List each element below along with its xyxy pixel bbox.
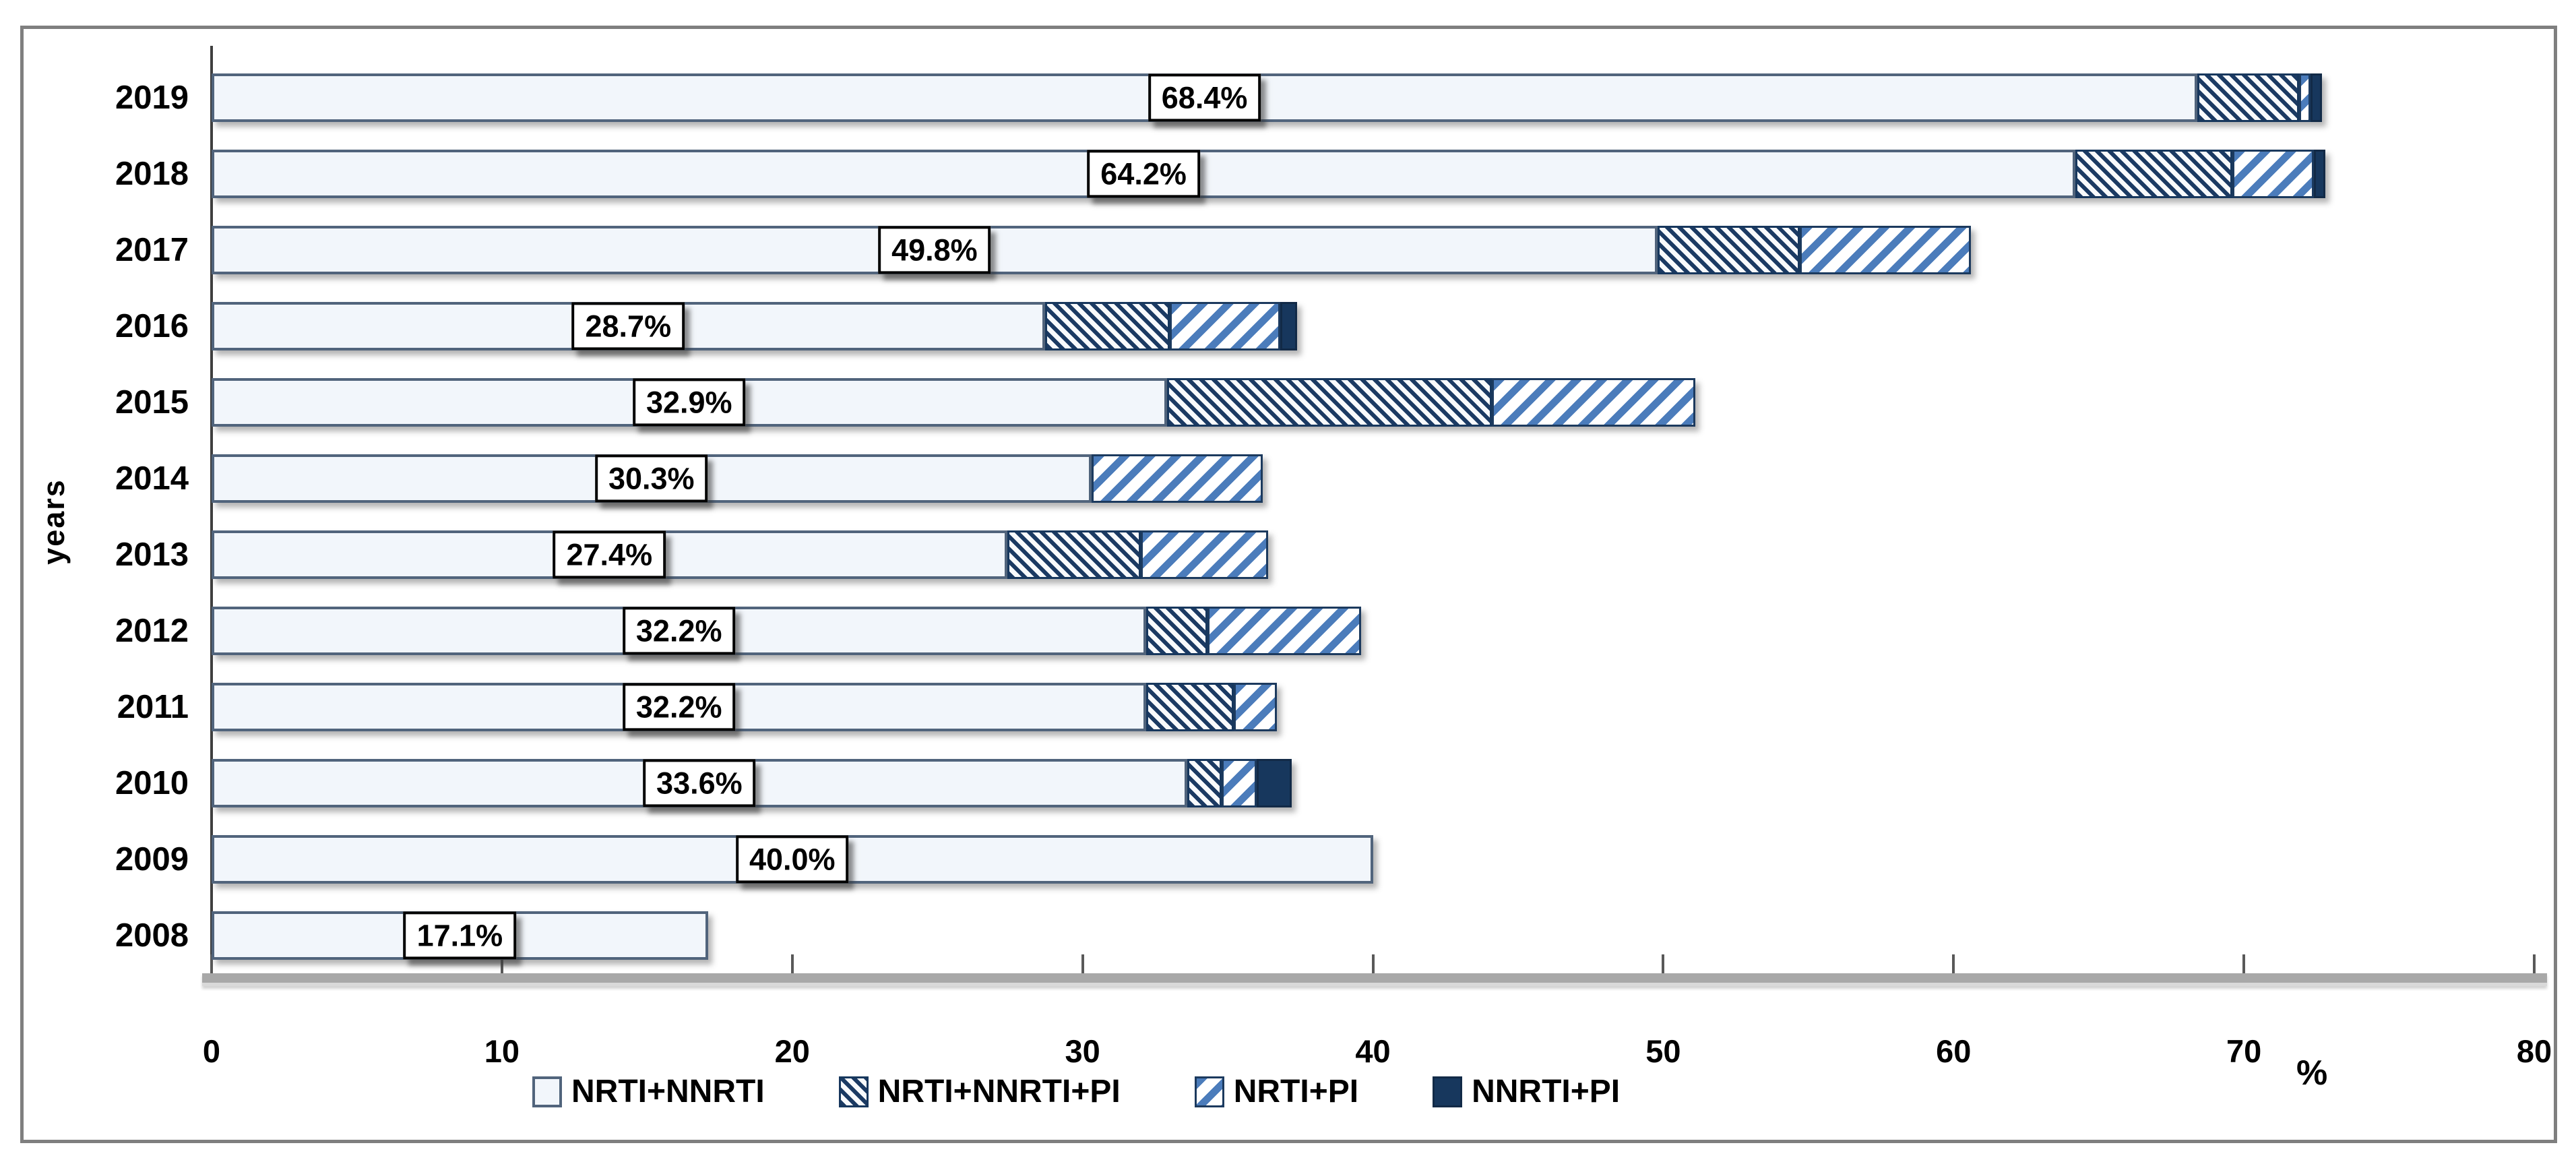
chart-legend: NRTI+NNRTI NRTI+NNRTI+PI NRTI+PI NNRTI+PI bbox=[532, 1073, 1694, 1110]
y-axis-category-label: 2014 bbox=[115, 460, 189, 497]
stacked-bar-row bbox=[212, 530, 1269, 579]
y-axis-category-label: 2016 bbox=[115, 307, 189, 344]
x-axis-tick-label: 50 bbox=[1645, 1033, 1681, 1069]
bar-segment-nrti-pi bbox=[1799, 225, 1972, 274]
bar-segment-nrti-pi bbox=[2298, 73, 2311, 122]
bar-segment-nrti-pi bbox=[1222, 758, 1257, 807]
bar-segment-nrti-nnrti-pi bbox=[1146, 606, 1207, 655]
x-axis-title: % bbox=[2296, 1053, 2328, 1093]
y-axis-category-label: 2011 bbox=[117, 688, 189, 725]
y-axis-category-label: 2019 bbox=[115, 79, 189, 116]
y-axis-category-label: 2010 bbox=[115, 764, 189, 801]
x-axis-tick-label: 40 bbox=[1355, 1033, 1391, 1069]
x-axis-line bbox=[202, 973, 2547, 986]
legend-marker bbox=[1194, 1076, 1224, 1107]
y-axis-category-label: 2013 bbox=[115, 536, 189, 573]
legend-label: NNRTI+PI bbox=[1472, 1074, 1621, 1109]
bar-segment-nrti-pi bbox=[1492, 377, 1695, 427]
bar-data-label: 40.0% bbox=[735, 834, 849, 884]
bar-data-label: 28.7% bbox=[571, 301, 685, 350]
y-axis-category-label: 2012 bbox=[115, 612, 189, 649]
stacked-bar-row bbox=[212, 377, 1695, 427]
x-axis-tick bbox=[500, 954, 503, 973]
bar-data-label: 17.1% bbox=[403, 911, 517, 960]
x-axis-tick-label: 60 bbox=[1936, 1033, 1972, 1069]
bar-segment-nrti-nnrti-pi bbox=[1187, 758, 1222, 807]
bar-segment-nrti-nnrti-pi bbox=[1657, 225, 1800, 274]
x-axis-tick-label: 0 bbox=[202, 1033, 221, 1069]
stacked-bar-row bbox=[212, 225, 1972, 274]
x-axis-tick bbox=[1371, 954, 1375, 973]
x-axis-tick-label: 30 bbox=[1065, 1033, 1100, 1069]
y-axis-category-label: 2017 bbox=[115, 231, 189, 268]
bar-segment-nrti-pi bbox=[1207, 606, 1362, 655]
bar-segment-nrti-nnrti-pi bbox=[1007, 530, 1141, 579]
y-axis-category-label: 2018 bbox=[115, 155, 189, 192]
stacked-bar-row bbox=[212, 301, 1298, 350]
x-axis-tick bbox=[2533, 954, 2536, 973]
legend-marker bbox=[1433, 1076, 1463, 1107]
x-axis-tick bbox=[2242, 954, 2246, 973]
y-axis-line bbox=[210, 46, 213, 973]
stacked-bar-row bbox=[212, 606, 1362, 655]
bar-segment-nrti-nnrti-pi bbox=[1146, 682, 1234, 731]
stacked-bar-row bbox=[212, 73, 2323, 122]
bar-segment-nrti-pi bbox=[1140, 530, 1269, 579]
bar-segment-nnrti-pi bbox=[2311, 73, 2323, 122]
bar-data-label: 27.4% bbox=[553, 530, 666, 579]
bar-segment-nrti-nnrti-pi bbox=[2197, 73, 2299, 122]
y-axis-category-label: 2015 bbox=[115, 384, 189, 421]
bar-segment-nrti-pi bbox=[1233, 682, 1278, 731]
bar-segment-nrti-pi bbox=[2232, 149, 2314, 198]
bar-data-label: 30.3% bbox=[594, 454, 708, 503]
stacked-bar-row bbox=[212, 454, 1263, 503]
x-axis-tick-label: 20 bbox=[774, 1033, 810, 1069]
bar-data-label: 33.6% bbox=[643, 758, 756, 807]
x-axis-tick-label: 80 bbox=[2516, 1033, 2552, 1069]
legend-item-nrti-nnrti: NRTI+NNRTI bbox=[532, 1073, 765, 1110]
y-axis-category-label: 2008 bbox=[115, 917, 189, 954]
bar-data-label: 32.2% bbox=[622, 606, 736, 655]
x-axis-tick bbox=[210, 954, 213, 973]
stacked-bar-row bbox=[212, 149, 2325, 198]
bar-segment-nnrti-pi bbox=[1280, 301, 1298, 350]
x-axis-tick-label: 70 bbox=[2226, 1033, 2262, 1069]
x-axis-tick bbox=[1081, 954, 1084, 973]
legend-item-nrti-nnrti-pi: NRTI+NNRTI+PI bbox=[838, 1073, 1121, 1110]
bar-data-label: 32.9% bbox=[632, 377, 746, 427]
x-axis-tick-label: 10 bbox=[484, 1033, 520, 1069]
legend-item-nrti-pi: NRTI+PI bbox=[1194, 1073, 1359, 1110]
bar-data-label: 49.8% bbox=[878, 225, 991, 274]
bar-data-label: 64.2% bbox=[1087, 149, 1200, 198]
bar-segment-nrti-nnrti-pi bbox=[2075, 149, 2232, 198]
bar-segment-nnrti-pi bbox=[1257, 758, 1292, 807]
legend-item-nnrti-pi: NNRTI+PI bbox=[1433, 1073, 1620, 1110]
bar-segment-nrti-nnrti-pi bbox=[1166, 377, 1493, 427]
legend-marker bbox=[838, 1076, 869, 1107]
legend-label: NRTI+NNRTI+PI bbox=[877, 1074, 1121, 1109]
bar-data-label: 32.2% bbox=[622, 682, 736, 731]
stacked-bar-row bbox=[212, 682, 1278, 731]
bar-segment-nnrti-pi bbox=[2313, 149, 2325, 198]
x-axis-tick bbox=[790, 954, 794, 973]
bar-data-label: 68.4% bbox=[1148, 73, 1261, 122]
legend-label: NRTI+PI bbox=[1233, 1074, 1359, 1109]
legend-marker bbox=[532, 1076, 562, 1107]
legend-label: NRTI+NNRTI bbox=[571, 1074, 765, 1109]
x-axis-tick bbox=[1952, 954, 1955, 973]
x-axis-tick bbox=[1662, 954, 1665, 973]
y-axis-category-label: 2009 bbox=[115, 840, 189, 878]
bar-segment-nrti-pi bbox=[1091, 454, 1263, 503]
bar-segment-nrti-nnrti-pi bbox=[1044, 301, 1170, 350]
bar-segment-nrti-pi bbox=[1169, 301, 1280, 350]
